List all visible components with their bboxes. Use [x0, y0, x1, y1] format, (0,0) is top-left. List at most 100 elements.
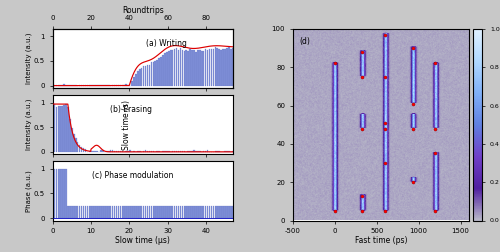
Bar	[130, 150, 131, 152]
Bar	[222, 151, 224, 152]
Bar	[208, 49, 210, 86]
Bar	[186, 206, 187, 218]
Bar	[162, 55, 164, 86]
Bar	[96, 206, 98, 218]
Bar	[172, 206, 174, 218]
Bar	[110, 150, 112, 152]
Bar	[218, 151, 220, 152]
Bar	[82, 206, 84, 218]
Bar	[90, 206, 92, 218]
Bar	[178, 206, 180, 218]
Bar	[203, 150, 204, 152]
Bar	[207, 206, 208, 218]
Bar	[102, 85, 104, 86]
Bar	[133, 77, 134, 86]
Bar	[220, 206, 222, 218]
Bar	[197, 151, 198, 152]
Bar	[110, 206, 112, 218]
Text: (a) Writing: (a) Writing	[146, 39, 187, 48]
Bar	[137, 151, 138, 152]
Bar	[133, 151, 134, 152]
Bar	[176, 151, 178, 152]
Bar	[124, 84, 125, 86]
Bar	[130, 206, 131, 218]
X-axis label: Slow time (μs): Slow time (μs)	[115, 236, 170, 244]
Bar	[146, 206, 148, 218]
Bar	[100, 150, 102, 152]
Bar	[166, 52, 168, 86]
Bar	[126, 151, 127, 152]
Bar	[156, 151, 158, 152]
Bar	[218, 206, 220, 218]
Bar	[114, 151, 116, 152]
Bar	[112, 150, 114, 152]
Bar	[195, 151, 196, 152]
Bar	[69, 119, 70, 152]
Bar	[226, 48, 228, 86]
Bar	[84, 149, 86, 152]
Bar	[172, 151, 174, 152]
Bar	[214, 151, 216, 152]
Bar	[73, 206, 74, 218]
Y-axis label: Intensity (a.u.): Intensity (a.u.)	[26, 33, 32, 84]
Bar	[52, 105, 54, 152]
Bar	[135, 74, 136, 86]
Bar	[164, 206, 166, 218]
Bar	[154, 206, 156, 218]
Bar	[64, 84, 65, 86]
Bar	[106, 85, 108, 86]
Bar	[69, 206, 70, 218]
Bar	[197, 206, 198, 218]
Bar	[232, 206, 234, 218]
Bar	[60, 85, 61, 86]
Bar	[116, 85, 117, 86]
Bar	[66, 85, 67, 86]
Bar	[92, 206, 94, 218]
Bar	[98, 85, 100, 86]
Bar	[158, 151, 160, 152]
Bar	[228, 206, 230, 218]
Bar	[118, 85, 119, 86]
Text: Slow time (s): Slow time (s)	[122, 100, 130, 150]
Bar	[190, 206, 191, 218]
Bar	[152, 62, 154, 86]
Bar	[166, 206, 168, 218]
Bar	[148, 151, 150, 152]
Bar	[94, 85, 96, 86]
Bar	[192, 151, 193, 152]
Bar	[73, 134, 74, 152]
Bar	[220, 50, 222, 86]
Bar	[182, 206, 183, 218]
Bar	[54, 85, 55, 86]
Bar	[104, 151, 106, 152]
Bar	[158, 206, 160, 218]
Bar	[108, 151, 110, 152]
Bar	[108, 85, 110, 86]
Bar	[199, 206, 200, 218]
Bar	[108, 206, 110, 218]
Bar	[166, 151, 168, 152]
Bar	[75, 85, 76, 86]
Bar	[81, 206, 82, 218]
Text: (d): (d)	[300, 37, 310, 46]
Bar	[164, 53, 166, 86]
Bar	[56, 85, 57, 86]
Bar	[208, 206, 210, 218]
Bar	[172, 50, 174, 86]
Bar	[141, 68, 142, 86]
Bar	[188, 51, 189, 86]
Bar	[71, 206, 72, 218]
Bar	[102, 206, 104, 218]
Bar	[112, 85, 114, 86]
Y-axis label: Intensity (a.u.): Intensity (a.u.)	[26, 99, 32, 150]
Bar	[114, 206, 116, 218]
Bar	[160, 206, 162, 218]
Bar	[135, 151, 136, 152]
Bar	[90, 85, 92, 86]
Bar	[207, 50, 208, 86]
Bar	[90, 151, 92, 152]
Bar	[96, 151, 98, 152]
Bar	[120, 206, 121, 218]
Bar	[205, 206, 206, 218]
Bar	[137, 206, 138, 218]
